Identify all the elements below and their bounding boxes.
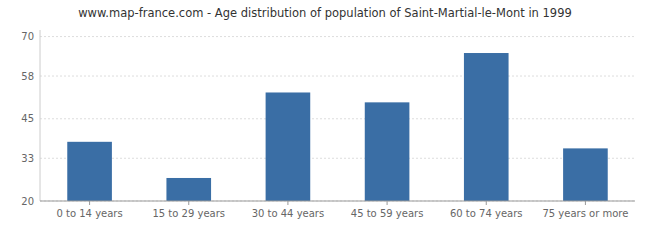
x-tick [89,201,90,205]
y-tick-label: 70 [21,31,34,42]
x-tick [287,201,288,205]
bar [464,53,509,201]
x-tick [387,201,388,205]
x-tick-label: 75 years or more [542,208,628,219]
y-tick-label: 20 [21,196,34,207]
y-tick-label: 33 [21,153,34,164]
y-tick-label: 58 [21,71,34,82]
y-tick-label: 45 [21,113,34,124]
bar [563,148,608,201]
bars [67,53,607,201]
bar [67,142,112,201]
x-tick [188,201,189,205]
grid-line [40,118,635,119]
y-axis-line [40,30,41,201]
bar [166,178,211,201]
x-tick-label: 15 to 29 years [152,208,225,219]
x-tick-label: 30 to 44 years [252,208,325,219]
x-tick-label: 0 to 14 years [56,208,122,219]
chart-container: www.map-france.com - Age distribution of… [0,0,650,229]
title: www.map-france.com - Age distribution of… [78,6,572,20]
x-tick-label: 60 to 74 years [450,208,523,219]
grid-line [40,36,635,37]
x-tick-label: 45 to 59 years [351,208,424,219]
x-tick [585,201,586,205]
bar [266,92,311,201]
grid-line [40,76,635,77]
x-axis-line [40,201,635,202]
grid-line [40,158,635,159]
x-tick [486,201,487,205]
chart-svg: www.map-france.com - Age distribution of… [0,0,650,229]
grid-line [40,201,635,202]
grid [40,37,635,201]
bar [365,102,410,201]
